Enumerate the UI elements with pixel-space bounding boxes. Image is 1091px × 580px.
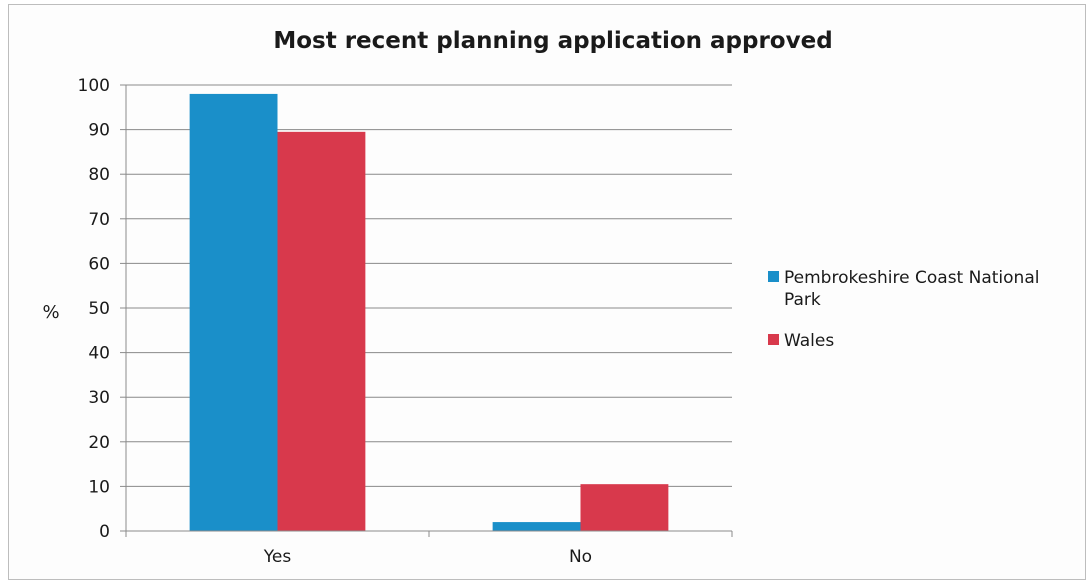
y-tick-label: 80 xyxy=(88,165,110,185)
y-tick-label: 70 xyxy=(88,210,110,230)
y-tick-label: 30 xyxy=(88,388,110,408)
chart-title: Most recent planning application approve… xyxy=(273,28,832,54)
y-tick-label: 0 xyxy=(99,522,110,542)
y-axis-label: % xyxy=(42,302,59,323)
y-tick-label: 20 xyxy=(88,433,110,453)
legend-label: Wales xyxy=(784,331,834,351)
y-axis-ticks: 0 10 20 30 40 50 60 70 80 90 100 xyxy=(78,76,126,542)
bar xyxy=(492,522,581,531)
legend-swatch xyxy=(768,334,779,345)
y-tick-label: 100 xyxy=(78,76,110,96)
legend-swatch xyxy=(768,271,779,282)
legend: Pembrokeshire Coast National Park Wales xyxy=(768,268,1039,351)
bar xyxy=(277,131,366,531)
y-tick-label: 10 xyxy=(88,477,110,497)
y-tick-label: 60 xyxy=(88,254,110,274)
legend-label: Pembrokeshire Coast National Park xyxy=(784,268,1039,310)
x-axis-ticks: Yes No xyxy=(125,531,733,567)
bar xyxy=(189,93,278,532)
x-tick-label: Yes xyxy=(263,547,292,567)
bar xyxy=(580,484,669,531)
y-tick-label: 50 xyxy=(88,299,110,319)
y-tick-label: 40 xyxy=(88,344,110,364)
chart-frame xyxy=(8,4,1086,580)
x-tick-label: No xyxy=(569,547,592,567)
y-tick-label: 90 xyxy=(88,121,110,141)
bars xyxy=(189,93,669,532)
